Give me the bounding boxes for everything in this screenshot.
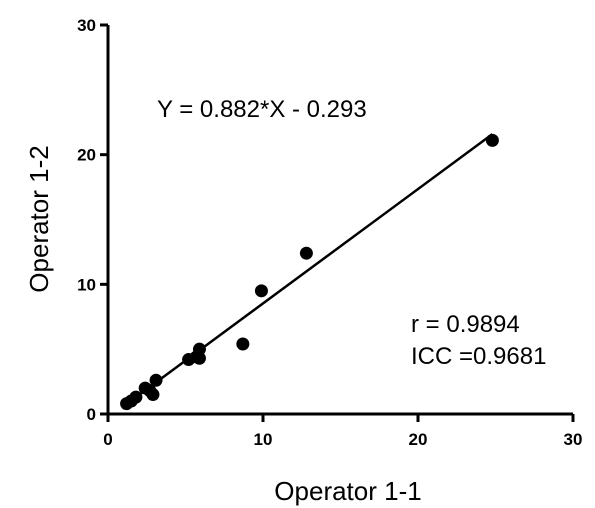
- data-point: [129, 390, 143, 404]
- axes: [106, 25, 573, 416]
- data-point: [236, 337, 250, 351]
- data-point: [149, 373, 163, 387]
- data-point: [146, 388, 160, 402]
- y-tick-label: 30: [77, 16, 96, 35]
- x-axis-label: Operator 1-1: [274, 476, 421, 506]
- x-ticks: 0 10 20 30: [103, 414, 582, 449]
- x-tick-label: 0: [103, 430, 112, 449]
- data-point: [192, 342, 206, 356]
- y-ticks: 0 10 20 30: [77, 16, 108, 424]
- x-tick-label: 30: [564, 430, 583, 449]
- icc-annotation: ICC =0.9681: [411, 343, 546, 370]
- data-point: [299, 246, 313, 260]
- data-point: [254, 284, 268, 298]
- y-tick-label: 0: [87, 405, 96, 424]
- y-tick-label: 20: [77, 146, 96, 165]
- y-tick-label: 10: [77, 275, 96, 294]
- x-tick-label: 10: [254, 430, 273, 449]
- r-annotation: r = 0.9894: [411, 311, 520, 338]
- x-tick-label: 20: [409, 430, 428, 449]
- data-points: [120, 133, 499, 411]
- data-point: [485, 133, 499, 147]
- data-point: [192, 351, 206, 365]
- y-axis-label: Operator 1-2: [24, 145, 54, 292]
- equation-annotation: Y = 0.882*X - 0.293: [157, 96, 367, 123]
